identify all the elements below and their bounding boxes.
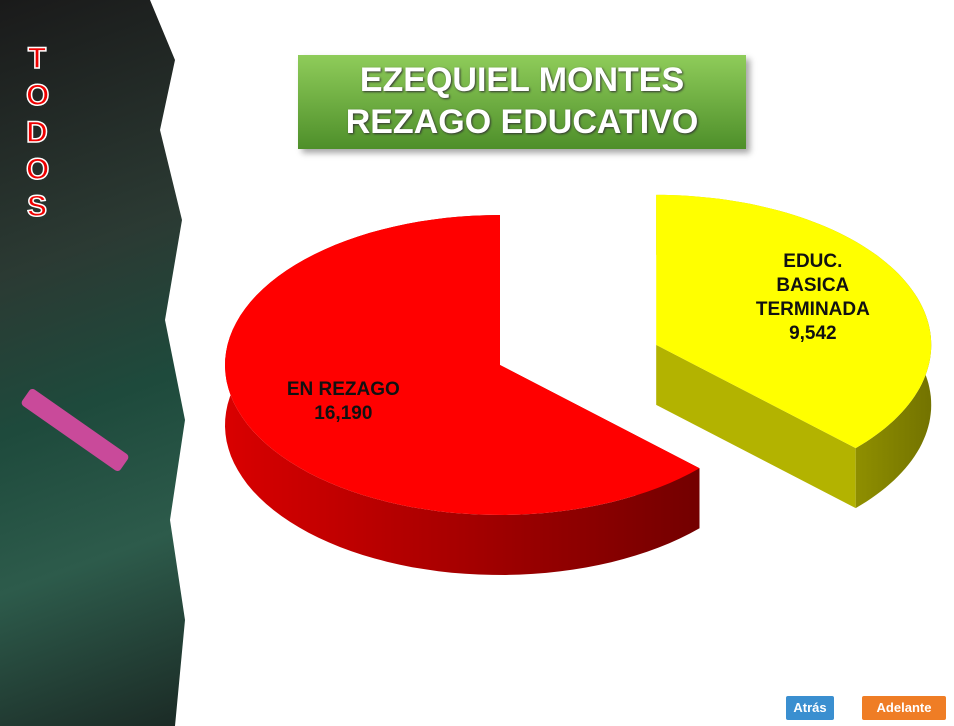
slide: TODOS EZEQUIEL MONTES REZAGO EDUCATIVO A… (0, 0, 954, 726)
category-label: EN REZAGO (253, 378, 433, 402)
value-label: 16,190 (253, 402, 433, 426)
value-label: 9,542 (755, 322, 870, 346)
category-label: EDUC. BASICA TERMINADA (755, 250, 870, 322)
next-button[interactable]: Adelante (862, 696, 946, 720)
chart (0, 0, 954, 726)
pie-slice (656, 195, 931, 508)
back-button[interactable]: Atrás (786, 696, 834, 720)
